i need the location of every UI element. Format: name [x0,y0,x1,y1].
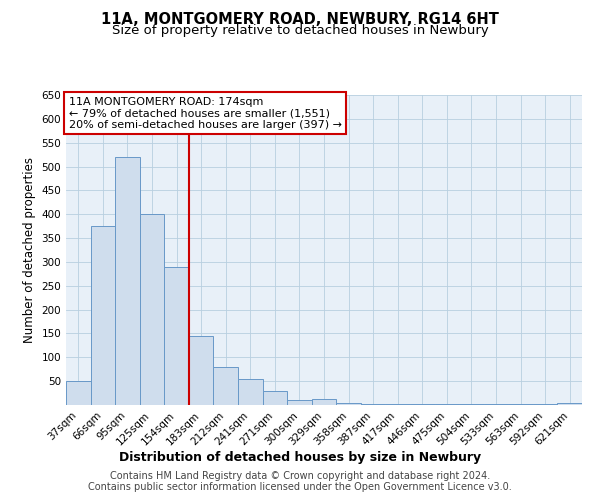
Bar [238,379,263,405]
Text: Size of property relative to detached houses in Newbury: Size of property relative to detached ho… [112,24,488,37]
Bar [140,214,164,405]
Bar [115,157,140,405]
Bar [361,404,385,405]
Text: 11A MONTGOMERY ROAD: 174sqm
← 79% of detached houses are smaller (1,551)
20% of : 11A MONTGOMERY ROAD: 174sqm ← 79% of det… [68,96,341,130]
Bar [164,266,189,405]
Bar [533,404,557,405]
Bar [214,367,238,405]
Text: 11A, MONTGOMERY ROAD, NEWBURY, RG14 6HT: 11A, MONTGOMERY ROAD, NEWBURY, RG14 6HT [101,12,499,28]
Bar [287,400,312,405]
Bar [312,400,336,405]
Bar [189,336,214,405]
Bar [459,404,484,405]
Bar [385,404,410,405]
Bar [410,404,434,405]
Text: Distribution of detached houses by size in Newbury: Distribution of detached houses by size … [119,451,481,464]
Bar [91,226,115,405]
Bar [336,402,361,405]
Y-axis label: Number of detached properties: Number of detached properties [23,157,36,343]
Bar [508,404,533,405]
Bar [66,381,91,405]
Text: Contains public sector information licensed under the Open Government Licence v3: Contains public sector information licen… [88,482,512,492]
Bar [484,404,508,405]
Bar [263,390,287,405]
Text: Contains HM Land Registry data © Crown copyright and database right 2024.: Contains HM Land Registry data © Crown c… [110,471,490,481]
Bar [557,402,582,405]
Bar [434,404,459,405]
